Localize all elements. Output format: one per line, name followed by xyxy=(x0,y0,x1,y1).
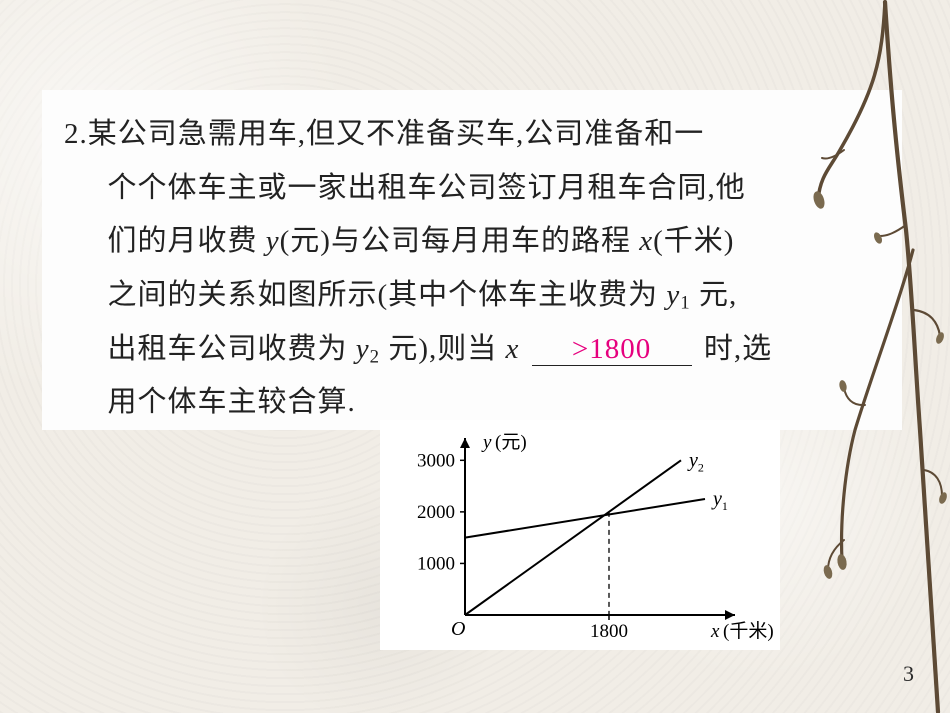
text-line-3c: (千米) xyxy=(653,225,734,257)
text-line-6: 用个体车主较合算. xyxy=(108,386,356,418)
svg-text:1800: 1800 xyxy=(590,621,628,642)
var-y2-sub: 2 xyxy=(370,346,380,367)
chart: 1000 2000 3000 1800 Oy(元) x(千米) y1 y2 xyxy=(380,420,780,650)
chart-svg: 1000 2000 3000 1800 Oy(元) x(千米) y1 y2 xyxy=(380,420,780,650)
svg-text:3000: 3000 xyxy=(417,450,455,471)
var-y1: y xyxy=(666,279,680,311)
problem-number: 2. xyxy=(64,118,88,150)
svg-text:y1: y1 xyxy=(711,488,728,513)
slide: 2.某公司急需用车,但又不准备买车,公司准备和一 个个体车主或一家出租车公司签订… xyxy=(0,0,950,713)
svg-text:(元): (元) xyxy=(495,432,527,453)
problem-text: 2.某公司急需用车,但又不准备买车,公司准备和一 个个体车主或一家出租车公司签订… xyxy=(64,108,880,430)
svg-text:1000: 1000 xyxy=(417,553,455,574)
var-y: y xyxy=(266,225,280,257)
text-line-5b: 元),则当 xyxy=(380,333,505,365)
problem-block: 2.某公司急需用车,但又不准备买车,公司准备和一 个个体车主或一家出租车公司签订… xyxy=(42,90,902,430)
text-line-5a: 出租车公司收费为 xyxy=(108,333,356,365)
svg-text:O: O xyxy=(451,618,465,640)
text-line-4a: 之间的关系如图所示(其中个体车主收费为 xyxy=(108,279,667,311)
svg-text:x: x xyxy=(710,621,720,642)
svg-text:2000: 2000 xyxy=(417,502,455,523)
text-line-3b: (元)与公司每月用车的路程 xyxy=(280,225,640,257)
page-number: 3 xyxy=(903,661,914,687)
svg-text:(千米): (千米) xyxy=(723,620,774,642)
svg-text:y: y xyxy=(481,432,492,453)
text-line-2: 个个体车主或一家出租车公司签订月租车合同,他 xyxy=(108,172,746,204)
var-y1-sub: 1 xyxy=(680,293,690,314)
text-line-3a: 们的月收费 xyxy=(108,225,266,257)
var-x2: x xyxy=(505,333,519,365)
var-x: x xyxy=(639,225,653,257)
text-line-5c: 时,选 xyxy=(704,333,772,365)
answer-text: >1800 xyxy=(564,333,659,365)
var-y2: y xyxy=(356,333,370,365)
text-line-1: 某公司急需用车,但又不准备买车,公司准备和一 xyxy=(88,118,705,150)
text-line-4b: 元, xyxy=(691,279,738,311)
svg-text:y2: y2 xyxy=(687,449,704,474)
answer-blank: >1800 xyxy=(532,334,692,367)
